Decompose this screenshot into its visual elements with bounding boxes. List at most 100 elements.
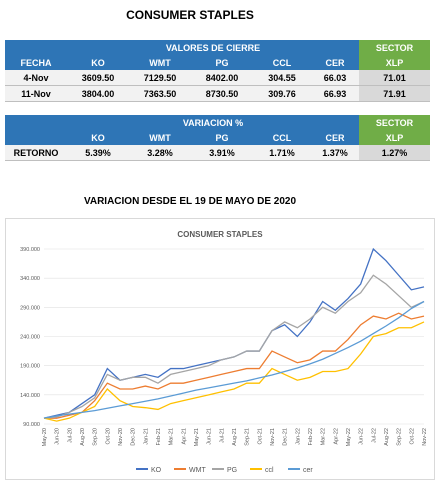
y-tick-label: 340.000 — [20, 276, 40, 282]
y-tick-label: 140.000 — [20, 393, 40, 399]
series-line — [43, 300, 425, 419]
table-cell: 3609.50 — [67, 70, 129, 86]
x-tick-label: Apr-21 — [181, 428, 187, 445]
column-header: WMT — [129, 56, 191, 70]
x-tick-label: Aug-22 — [384, 428, 390, 446]
table-cell: 66.93 — [311, 86, 359, 102]
column-header: CER — [311, 131, 359, 145]
table-cell: 5.39% — [67, 145, 129, 161]
x-tick-label: May-21 — [194, 428, 200, 446]
header-cell: SECTOR — [359, 40, 430, 56]
column-header: XLP — [359, 56, 430, 70]
series-line — [44, 312, 425, 419]
page-title: CONSUMER STAPLES — [126, 8, 254, 22]
x-tick-label: Sep-22 — [397, 428, 403, 446]
table-cell: 11-Nov — [5, 86, 67, 102]
table-cell: 309.76 — [253, 86, 311, 102]
legend-label: cer — [303, 467, 313, 474]
x-tick-label: Oct-22 — [409, 428, 415, 445]
table-cell: 3.91% — [191, 145, 253, 161]
table-row: FECHA KO WMT PG CCL CER XLP — [5, 56, 430, 70]
x-tick-label: Mar-21 — [169, 428, 175, 445]
y-tick-label: 240.000 — [20, 335, 40, 341]
x-tick-label: Jun-20 — [55, 428, 61, 445]
table-cell: 304.55 — [253, 70, 311, 86]
table-row: VARIACION % SECTOR — [5, 115, 430, 131]
x-tick-label: Aug-20 — [80, 428, 86, 446]
chart-frame: CONSUMER STAPLES 90.000 140.000 190.000 240… — [5, 218, 435, 480]
column-header: WMT — [129, 131, 191, 145]
y-tick-label: 90.000 — [23, 422, 40, 428]
x-tick-label: Nov-20 — [118, 428, 124, 446]
table-row: VALORES DE CIERRE SECTOR — [5, 40, 430, 56]
legend-label: WMT — [189, 467, 206, 474]
header-cell: SECTOR — [359, 115, 430, 131]
table-cell: 8402.00 — [191, 70, 253, 86]
x-tick-label: Nov-22 — [422, 428, 428, 446]
x-tick-label: May-20 — [42, 428, 48, 446]
x-tick-label: Apr-22 — [333, 428, 339, 445]
table-cell: 66.03 — [311, 70, 359, 86]
column-header: XLP — [359, 131, 430, 145]
x-tick-label: Feb-21 — [156, 428, 162, 445]
series-line — [43, 274, 425, 419]
column-header: KO — [67, 56, 129, 70]
chart-title: CONSUMER STAPLES — [177, 230, 263, 239]
column-header: CCL — [253, 56, 311, 70]
table-row: 4-Nov 3609.50 7129.50 8402.00 304.55 66.03 71.… — [5, 70, 430, 86]
table-cell: 8730.50 — [191, 86, 253, 102]
series-line — [43, 321, 425, 422]
x-tick-label: Mar-22 — [321, 428, 327, 445]
table-cell: 3.28% — [129, 145, 191, 161]
x-tick-label: Jul-20 — [67, 428, 73, 443]
x-tick-label: Jun-22 — [359, 428, 365, 445]
column-header: CER — [311, 56, 359, 70]
table-cell: 1.71% — [253, 145, 311, 161]
header-cell — [5, 40, 67, 56]
x-tick-label: Sep-20 — [93, 428, 99, 446]
table-row: RETORNO 5.39% 3.28% 3.91% 1.71% 1.37% 1.27% — [5, 145, 430, 161]
x-tick-label: Oct-20 — [105, 428, 111, 445]
table-cell: 7363.50 — [129, 86, 191, 102]
table-cell: 4-Nov — [5, 70, 67, 86]
chart-subtitle: VARIACION DESDE EL 19 DE MAYO DE 2020 — [83, 196, 297, 207]
legend-label: KO — [151, 467, 162, 474]
table-cell: 7129.50 — [129, 70, 191, 86]
x-tick-label: Dec-20 — [131, 428, 137, 446]
x-tick-label: Jan-22 — [295, 428, 301, 445]
table-row: KO WMT PG CCL CER XLP — [5, 131, 430, 145]
column-header: PG — [191, 56, 253, 70]
chart: CONSUMER STAPLES 90.000 140.000 190.000 240… — [20, 230, 428, 474]
table-cell: 71.91 — [359, 86, 430, 102]
header-cell: VARIACION % — [67, 115, 359, 131]
column-header: KO — [67, 131, 129, 145]
column-header: FECHA — [5, 56, 67, 70]
y-tick-label: 390.000 — [20, 247, 40, 253]
x-tick-label: Nov-21 — [270, 428, 276, 446]
table-cell: 1.27% — [359, 145, 430, 161]
table-cell: RETORNO — [5, 145, 67, 161]
x-tick-label: Jul-22 — [371, 428, 377, 443]
x-tick-label: Jan-21 — [143, 428, 149, 445]
table-cell: 71.01 — [359, 70, 430, 86]
x-tick-label: Jun-21 — [207, 428, 213, 445]
column-header — [5, 131, 67, 145]
y-tick-label: 290.000 — [20, 305, 40, 311]
column-header: CCL — [253, 131, 311, 145]
table-row: 11-Nov 3804.00 7363.50 8730.50 309.76 66.93 71… — [5, 86, 430, 102]
x-tick-label: Dec-21 — [283, 428, 289, 446]
y-tick-label: 190.000 — [20, 364, 40, 370]
x-tick-label: Aug-21 — [232, 428, 238, 446]
header-cell — [5, 115, 67, 131]
table-variation: VARIACION % SECTOR KO WMT PG CCL CER XLP RETORNO… — [5, 115, 430, 161]
table-cell: 3804.00 — [67, 86, 129, 102]
x-tick-label: Feb-22 — [308, 428, 314, 445]
x-tick-label: Jul-21 — [219, 428, 225, 443]
column-header: PG — [191, 131, 253, 145]
table-closing: VALORES DE CIERRE SECTOR FECHA KO WMT PG CCL CE… — [5, 40, 430, 102]
x-tick-label: Oct-21 — [257, 428, 263, 445]
header-cell: VALORES DE CIERRE — [67, 40, 359, 56]
legend-label: ccl — [265, 467, 274, 474]
x-tick-label: May-22 — [346, 428, 352, 446]
